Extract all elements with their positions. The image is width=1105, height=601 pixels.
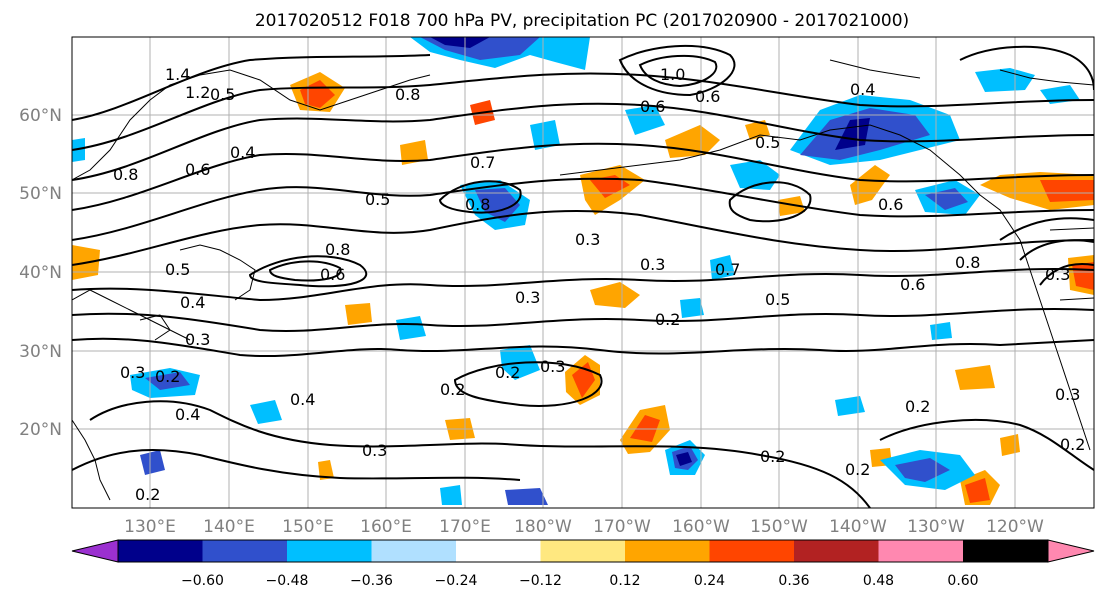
contour-label: 0.2 <box>440 380 465 399</box>
colorbar-segment <box>456 540 541 562</box>
contour-label: 0.2 <box>845 460 870 479</box>
contour-label: 0.6 <box>695 87 720 106</box>
contour-label: 0.8 <box>955 253 980 272</box>
contour-label: 0.8 <box>325 240 350 259</box>
colorbar-segment <box>371 540 456 562</box>
lon-label: 140°W <box>829 517 887 537</box>
contour-label: 0.5 <box>365 190 390 209</box>
colorbar-tick: −0.36 <box>350 573 393 589</box>
contour-label: 0.6 <box>900 275 925 294</box>
colorbar-segment <box>287 540 372 562</box>
contour-label: 0.4 <box>180 293 205 312</box>
contour-label: 0.8 <box>395 85 420 104</box>
contour-label: 0.5 <box>165 260 190 279</box>
contour-label: 0.5 <box>755 133 780 152</box>
contour-label: 0.6 <box>878 195 903 214</box>
lon-label: 140°E <box>203 517 255 537</box>
lat-label-50n: 50°N <box>19 184 62 204</box>
colorbar-tick: 0.60 <box>947 573 978 589</box>
contour-label: 0.4 <box>230 143 255 162</box>
contour-label: 0.4 <box>850 80 875 99</box>
contour-label: 0.2 <box>135 485 160 504</box>
contour-label: 0.4 <box>175 405 200 424</box>
colorbar-tick: −0.48 <box>266 573 309 589</box>
contour-label: 0.8 <box>465 195 490 214</box>
colorbar-segment <box>878 540 963 562</box>
lon-label: 150°E <box>282 517 334 537</box>
colorbar-segment <box>625 540 710 562</box>
contour-label: 0.2 <box>905 397 930 416</box>
contour-label: 0.6 <box>185 160 210 179</box>
contour-label: 0.2 <box>495 363 520 382</box>
lon-label: 170°W <box>593 517 651 537</box>
lat-label-40n: 40°N <box>19 263 62 283</box>
lon-label: 170°E <box>439 517 491 537</box>
colorbar-extend-left <box>71 539 119 563</box>
figure-title: 2017020512 F018 700 hPa PV, precipitatio… <box>255 11 909 31</box>
contour-label: 0.8 <box>113 165 138 184</box>
contour-label: 0.3 <box>515 288 540 307</box>
contour-label: 0.5 <box>765 290 790 309</box>
contour-label: 0.3 <box>1055 385 1080 404</box>
contour-label: 0.3 <box>1045 265 1070 284</box>
contour-label: 1.4 <box>165 65 190 84</box>
map-border <box>71 36 1095 509</box>
colorbar-tick: 0.48 <box>863 573 894 589</box>
contour-label: 0.4 <box>290 390 315 409</box>
colorbar-segment <box>202 540 287 562</box>
contour-label: 1.0 <box>660 65 685 84</box>
contour-label: 0.3 <box>640 255 665 274</box>
contour-label: 0.3 <box>185 330 210 349</box>
lat-label-60n: 60°N <box>19 106 62 126</box>
contour-label: 0.3 <box>362 441 387 460</box>
lat-label-30n: 30°N <box>19 342 62 362</box>
colorbar-tick: −0.60 <box>181 573 224 589</box>
contour-label: 0.3 <box>575 230 600 249</box>
lon-label: 120°W <box>986 517 1044 537</box>
contour-label: 0.3 <box>540 357 565 376</box>
contour-label: 0.2 <box>155 367 180 386</box>
contour-label: 0.7 <box>470 153 495 172</box>
lon-label: 130°W <box>907 517 965 537</box>
lat-label-20n: 20°N <box>19 420 62 440</box>
contour-label: 0.7 <box>715 260 740 279</box>
lon-labels: 130°E 140°E 150°E 160°E 170°E 180°W 170°… <box>124 517 1044 537</box>
colorbar-segment <box>118 540 203 562</box>
lat-labels: 60°N 50°N 40°N 30°N 20°N <box>19 106 62 440</box>
colorbar-segment <box>709 540 794 562</box>
contour-label: 0.2 <box>655 310 680 329</box>
contour-label: 0.6 <box>640 97 665 116</box>
lon-label: 130°E <box>124 517 176 537</box>
precip-shading <box>72 37 1094 505</box>
contour-label: 1.2 <box>185 83 210 102</box>
colorbar-tick: 0.36 <box>778 573 809 589</box>
contour-label: 0.2 <box>760 447 785 466</box>
colorbar-segment <box>540 540 625 562</box>
pv-contours <box>72 45 1094 508</box>
colorbar-tick: 0.24 <box>694 573 725 589</box>
contour-label: 0.5 <box>210 85 235 104</box>
colorbar: −0.60 −0.48 −0.36 −0.24 −0.12 0.12 0.24 … <box>71 539 1095 589</box>
colorbar-tick: −0.12 <box>519 573 562 589</box>
lon-label: 160°E <box>360 517 412 537</box>
colorbar-segment <box>963 540 1048 562</box>
colorbar-tick: 0.12 <box>609 573 640 589</box>
contour-label: 0.3 <box>120 363 145 382</box>
colorbar-segment <box>794 540 879 562</box>
contour-label: 0.6 <box>320 265 345 284</box>
lon-label: 160°W <box>672 517 730 537</box>
lon-label: 150°W <box>750 517 808 537</box>
contour-label: 0.2 <box>1060 435 1085 454</box>
contour-labels: 1.4 1.2 0.5 0.4 0.8 0.6 0.8 0.7 0.5 0.3 … <box>113 65 1085 504</box>
colorbar-extend-right <box>1047 539 1095 563</box>
lon-label: 180°W <box>514 517 572 537</box>
colorbar-tick: −0.24 <box>435 573 478 589</box>
map-area: 1.4 1.2 0.5 0.4 0.8 0.6 0.8 0.7 0.5 0.3 … <box>72 37 1094 508</box>
